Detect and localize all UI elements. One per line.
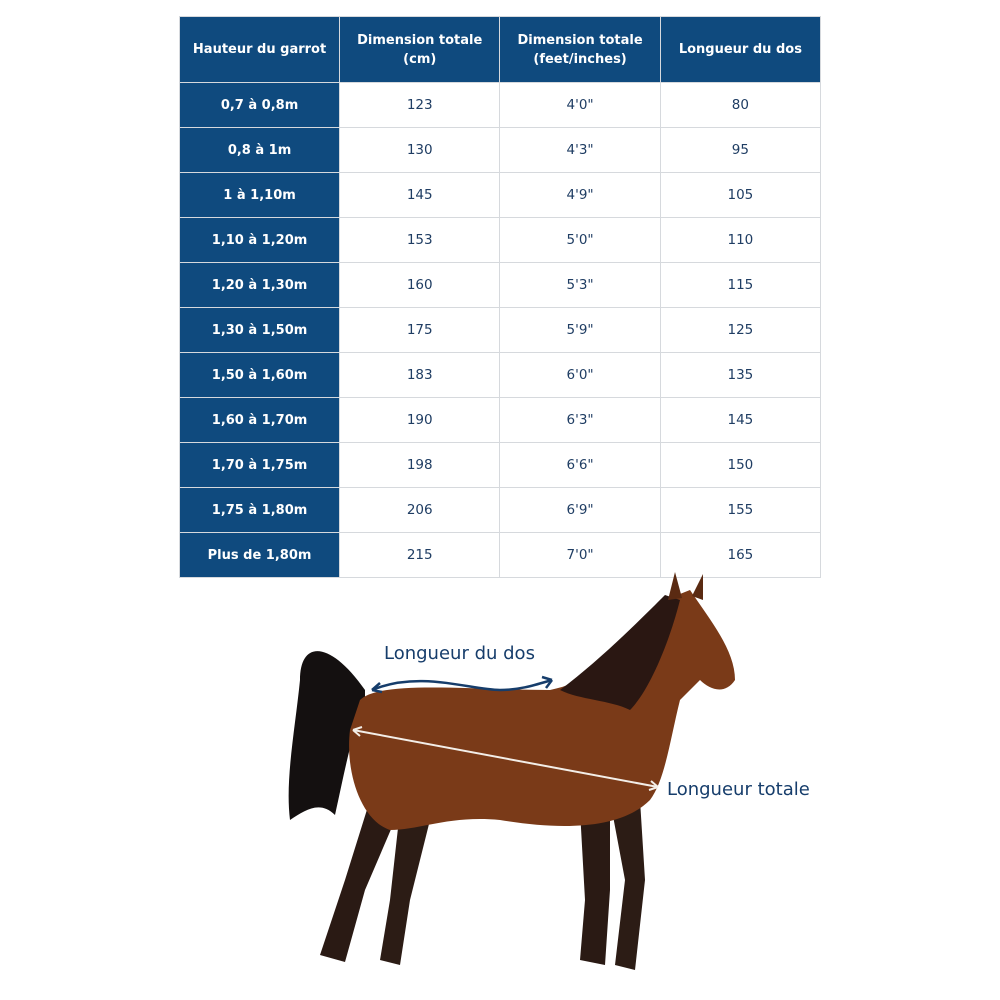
horse-image (288, 572, 735, 970)
row-header-cell: 1,10 à 1,20m (178, 217, 341, 263)
table-row: 1,50 à 1,60m 183 6'0" 135 (178, 352, 822, 398)
table-cell: 183 (339, 352, 501, 398)
table-cell: 206 (339, 487, 501, 533)
row-header-cell: 1,70 à 1,75m (178, 442, 341, 488)
table-cell: 150 (659, 442, 822, 488)
table-cell: 6'6" (499, 442, 661, 488)
table-cell: 153 (339, 217, 501, 263)
table-cell: 110 (659, 217, 822, 263)
row-header-cell: 1,20 à 1,30m (178, 262, 341, 308)
row-header-cell: 1,30 à 1,50m (178, 307, 341, 353)
table-cell: 125 (659, 307, 822, 353)
table-row: 1,60 à 1,70m 190 6'3" 145 (178, 397, 822, 443)
table-cell: 7'0" (499, 532, 661, 578)
row-header-cell: 0,8 à 1m (178, 127, 341, 173)
column-header: Dimension totale (cm) (339, 16, 501, 83)
table-row: 1,20 à 1,30m 160 5'3" 115 (178, 262, 822, 308)
table-cell: 145 (339, 172, 501, 218)
table-cell: 135 (659, 352, 822, 398)
back-length-label: Longueur du dos (384, 643, 535, 664)
row-header-cell: 0,7 à 0,8m (178, 82, 341, 128)
table-cell: 115 (659, 262, 822, 308)
table-cell: 160 (339, 262, 501, 308)
table-cell: 6'9" (499, 487, 661, 533)
table-cell: 5'3" (499, 262, 661, 308)
table-row: Plus de 1,80m 215 7'0" 165 (178, 532, 822, 578)
row-header-cell: Plus de 1,80m (178, 532, 341, 578)
table-cell: 215 (339, 532, 501, 578)
table-row: 0,8 à 1m 130 4'3" 95 (178, 127, 822, 173)
table-header-row: Hauteur du garrot Dimension totale (cm) Di… (178, 16, 822, 83)
table-cell: 175 (339, 307, 501, 353)
table-row: 0,7 à 0,8m 123 4'0" 80 (178, 82, 822, 128)
size-chart-table: Hauteur du garrot Dimension totale (cm) Di… (178, 16, 822, 578)
column-header: Dimension totale (feet/inches) (499, 16, 661, 83)
table-cell: 105 (659, 172, 822, 218)
table-row: 1,10 à 1,20m 153 5'0" 110 (178, 217, 822, 263)
table-row: 1,30 à 1,50m 175 5'9" 125 (178, 307, 822, 353)
table-cell: 130 (339, 127, 501, 173)
table-cell: 198 (339, 442, 501, 488)
column-header: Hauteur du garrot (178, 16, 341, 83)
table-cell: 6'3" (499, 397, 661, 443)
total-length-label: Longueur totale (667, 779, 810, 800)
table-cell: 4'0" (499, 82, 661, 128)
row-header-cell: 1 à 1,10m (178, 172, 341, 218)
table-cell: 155 (659, 487, 822, 533)
table-cell: 165 (659, 532, 822, 578)
table-row: 1,70 à 1,75m 198 6'6" 150 (178, 442, 822, 488)
table-cell: 5'9" (499, 307, 661, 353)
